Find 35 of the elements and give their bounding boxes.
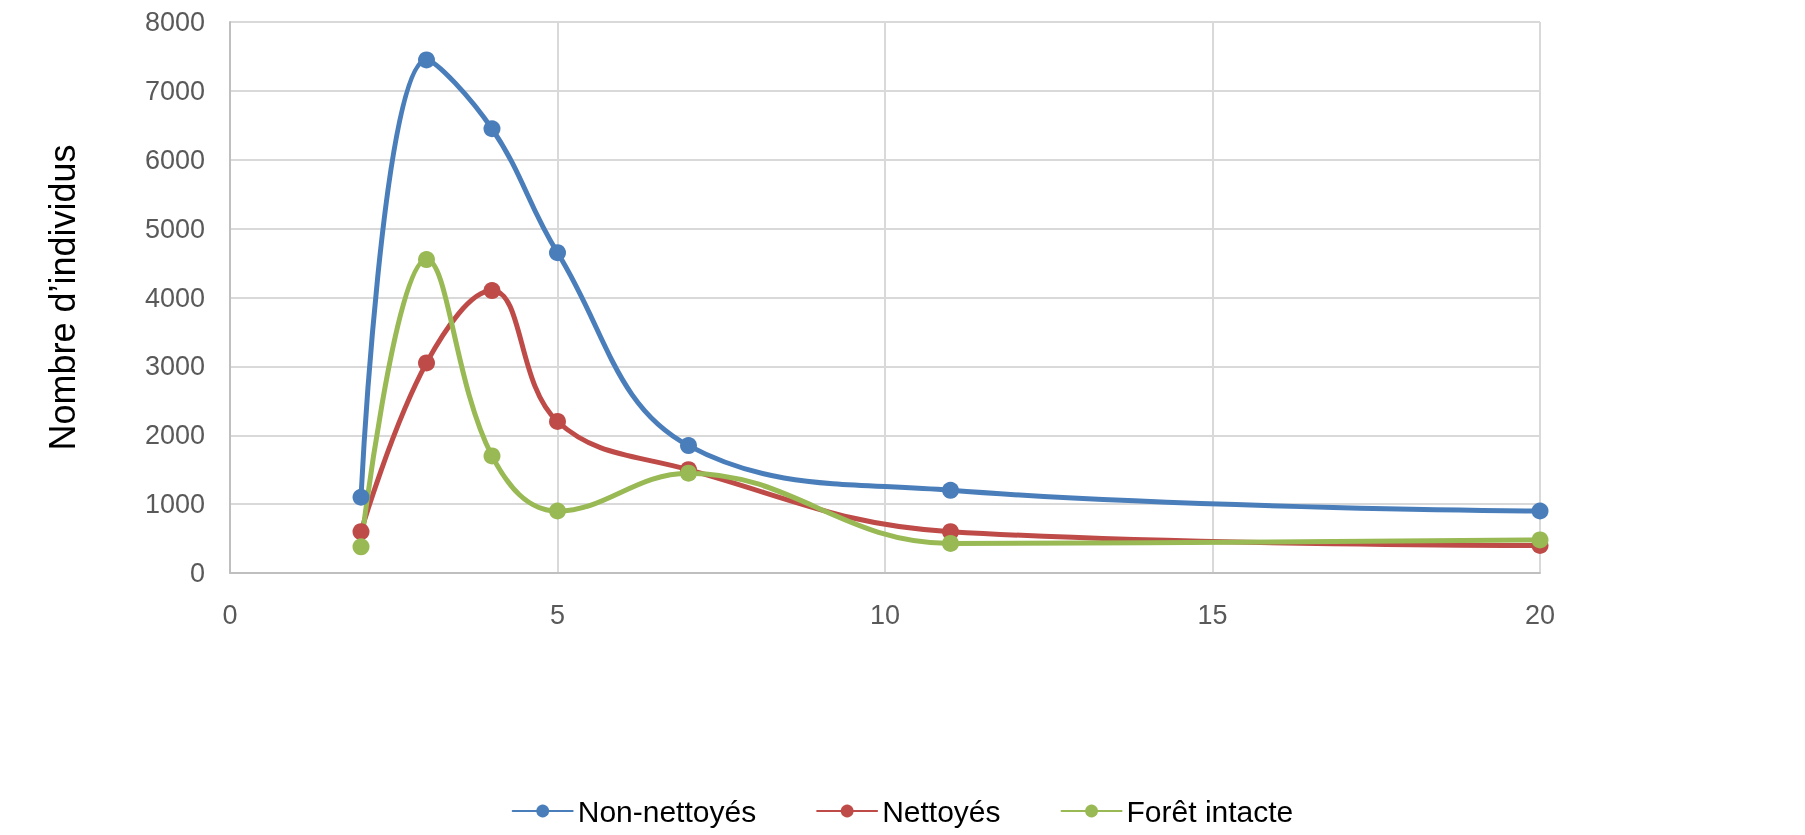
x-tick-label: 20 [1524,599,1556,630]
point [942,534,959,552]
y-tick-label: 4000 [144,282,205,313]
point [418,354,435,372]
legend-label: Nettoyés [882,794,1001,828]
point [549,244,566,262]
legend-label: Forêt intacte [1126,794,1294,828]
x-tick-label: 10 [869,599,901,630]
point [942,481,959,499]
point [352,488,370,506]
y-tick-label: 7000 [144,75,205,106]
y-tick-label: 6000 [144,144,205,175]
x-tick-label: 5 [549,599,566,630]
point [418,251,435,269]
point [483,282,501,300]
point [1531,531,1549,549]
point [352,523,370,541]
point [352,538,370,556]
y-tick-label: 3000 [144,351,205,382]
point [549,502,566,520]
y-tick-label: 1000 [144,489,205,520]
y-tick-label: 2000 [144,420,205,451]
x-tick-label: 15 [1197,599,1228,630]
legend-label: Non-nettoyés [577,794,757,828]
x-tick-label: 0 [222,599,238,630]
point [483,447,501,465]
point [483,120,501,138]
point [418,51,435,69]
point [549,412,566,430]
y-tick-label: 0 [189,558,205,588]
point [680,437,697,455]
y-tick-label: 8000 [144,7,205,37]
point [1531,502,1549,520]
y-tick-label: 5000 [144,213,205,244]
y-axis-title: Nombre d’individus [41,144,83,451]
